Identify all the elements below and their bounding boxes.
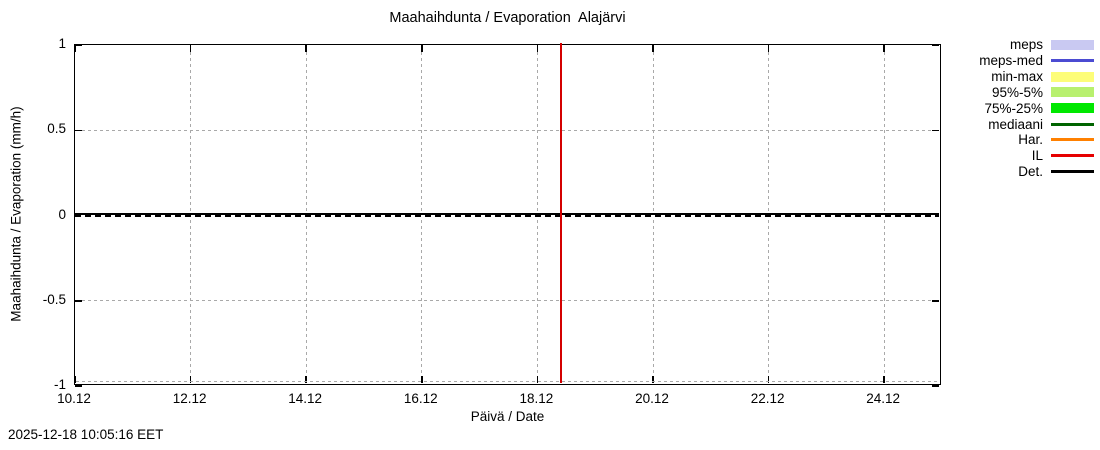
legend-label: 95%-5% [991,84,1043,100]
x-tick-label: 18.12 [519,391,554,406]
y-tick-label: 0.5 [47,121,66,137]
x-tick-top [421,45,423,52]
legend-label: Det. [1018,164,1043,180]
legend-swatch-line [1051,170,1094,174]
legend-label: 75%-25% [984,100,1043,116]
plot-area [74,43,941,387]
legend-row: Det. [944,164,1094,180]
legend-swatch-line [1051,154,1094,158]
x-tick-bottom [189,376,192,383]
current-time-line [559,43,562,383]
y-tick-left [75,129,82,131]
x-tick-label: 12.12 [172,391,207,406]
y-gridline [76,129,939,131]
y-tick-right [932,44,939,46]
y-tick-right [932,300,939,302]
legend-row: 95%-5% [944,85,1094,101]
legend-row: Har. [944,132,1094,148]
x-tick-bottom [305,376,307,383]
x-tick-label: 10.12 [57,391,91,406]
legend-label: mediaani [988,116,1043,132]
y-gridline [76,381,939,382]
legend-row: IL [944,148,1094,164]
legend-row: min-max [944,69,1094,85]
x-tick-label: 22.12 [750,391,785,406]
legend-row: meps [944,37,1094,53]
x-tick-label: 24.12 [866,391,901,406]
y-tick-right [932,385,939,387]
x-tick-top [305,45,307,52]
x-tick-label: 20.12 [635,391,669,406]
legend-swatch-box [1051,39,1094,50]
x-tick-bottom [652,376,654,383]
y-tick-left [75,300,82,302]
y-tick-right [932,129,939,131]
x-tick-top [767,45,770,52]
legend-swatch-box [1051,103,1094,114]
x-tick-top [189,45,192,52]
series-det-line-dash [75,215,939,217]
legend-swatch-line [1051,59,1094,63]
x-tick-top [74,45,76,52]
x-tick-bottom [883,376,885,383]
y-tick-left [75,44,82,46]
y-tick-label: 1 [58,36,66,51]
y-tick-label: -0.5 [42,291,66,307]
legend: meps meps-med min-max 95%-5% 75%-25% mediaani… [944,37,1094,180]
series-det-line [75,213,939,215]
x-tick-bottom [536,376,539,383]
y-tick-label: -1 [53,377,66,392]
x-tick-top [883,45,885,52]
x-tick-label: 14.12 [288,391,323,406]
legend-row: mediaani [944,116,1094,132]
x-tick-bottom [421,376,423,383]
legend-row: 75%-25% [944,100,1094,116]
x-axis-title: Päivä / Date [470,409,545,424]
y-gridline [76,300,939,302]
legend-label: min-max [991,69,1043,85]
chart-title: Maahaihdunta / Evaporation Alajärvi [389,10,626,26]
legend-swatch-line [1051,138,1094,142]
legend-label: Har. [1018,132,1043,148]
y-tick-left [75,385,82,387]
legend-label: IL [1031,148,1043,164]
legend-swatch-box [1051,71,1094,82]
x-tick-top [652,45,654,52]
y-tick-label: 0 [58,206,66,222]
legend-row: meps-med [944,53,1094,69]
x-tick-top [536,45,539,52]
legend-label: meps [1009,37,1043,53]
generated-timestamp: 2025-12-18 10:05:16 EET [8,427,164,442]
x-tick-label: 16.12 [403,391,438,406]
legend-label: meps-med [979,53,1043,69]
legend-swatch-line [1051,122,1094,126]
x-tick-bottom [74,376,76,383]
legend-swatch-box [1051,87,1094,98]
x-tick-bottom [767,376,770,383]
